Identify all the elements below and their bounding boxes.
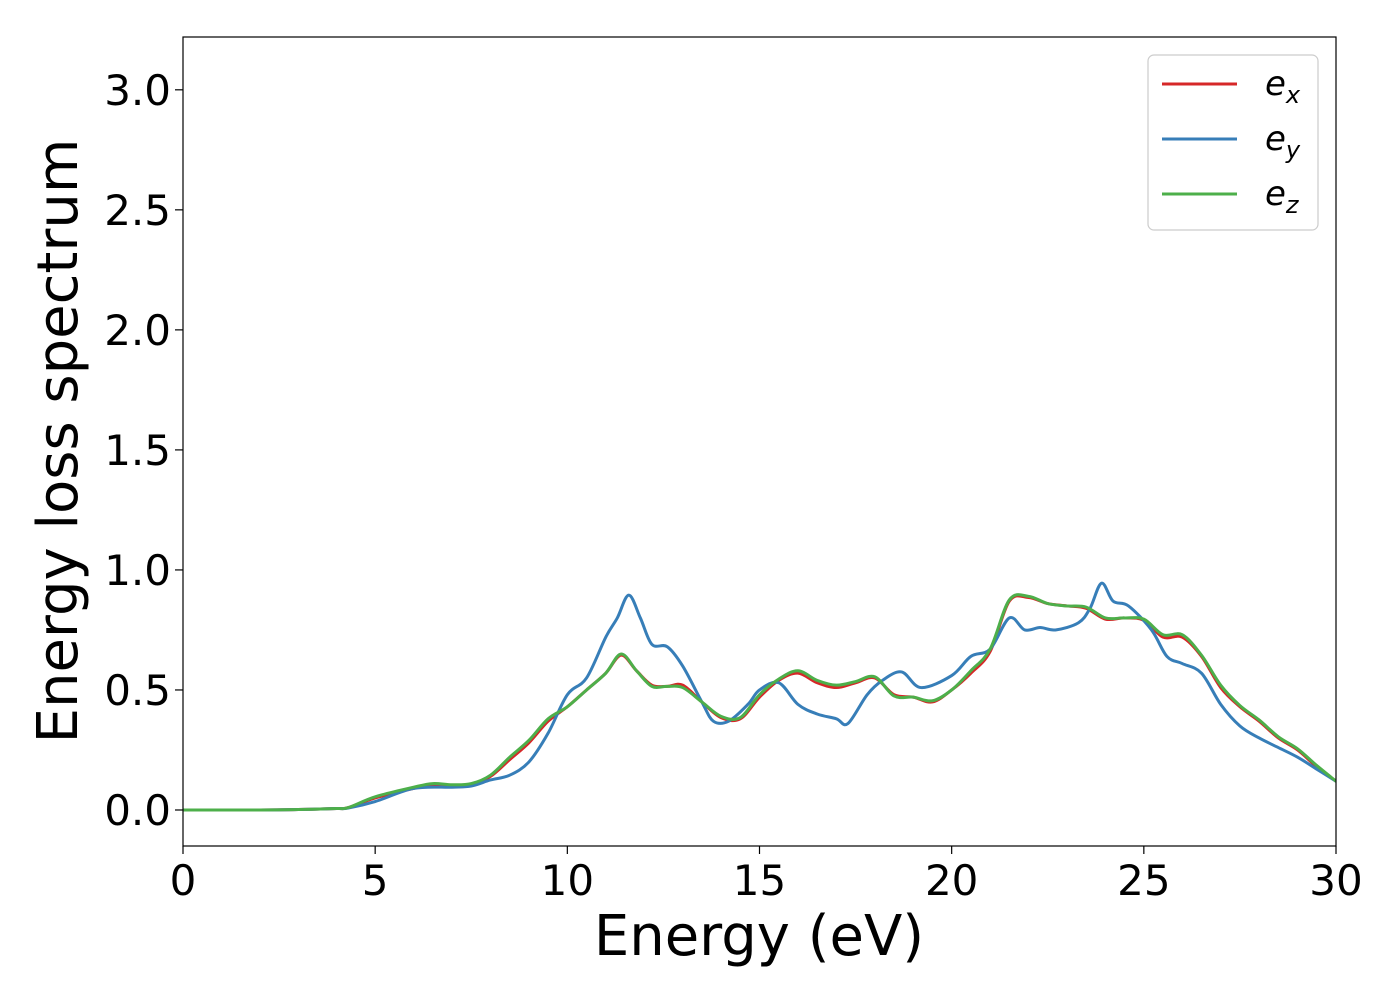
series-layer xyxy=(183,581,1336,812)
y-tick-label: 2.5 xyxy=(104,186,171,235)
y-tick-label: 1.5 xyxy=(104,426,171,475)
legend-label-e-z: ez xyxy=(1265,174,1300,219)
legend: ex ey ez xyxy=(1147,54,1319,231)
y-tick-label: 0.5 xyxy=(104,666,171,715)
x-axis: 0 5 10 15 20 25 30 xyxy=(170,846,1363,905)
series-line-e-y xyxy=(183,581,1336,812)
x-tick-label: 10 xyxy=(541,856,594,905)
y-axis-title: Energy loss spectrum xyxy=(26,139,91,744)
y-tick-label: 0.0 xyxy=(104,786,171,835)
x-tick-label: 0 xyxy=(170,856,197,905)
legend-box xyxy=(1147,54,1319,231)
y-tick-label: 1.0 xyxy=(104,546,171,595)
y-axis: 0.0 0.5 1.0 1.5 2.0 2.5 3.0 xyxy=(104,66,183,835)
series-line-e-z xyxy=(183,593,1336,812)
y-tick-label: 3.0 xyxy=(104,66,171,115)
x-tick-label: 15 xyxy=(733,856,786,905)
x-tick-label: 20 xyxy=(925,856,978,905)
x-axis-title: Energy (eV) xyxy=(594,904,924,969)
x-tick-label: 25 xyxy=(1117,856,1170,905)
x-tick-label: 30 xyxy=(1309,856,1362,905)
y-tick-label: 2.0 xyxy=(104,306,171,355)
x-tick-label: 5 xyxy=(362,856,389,905)
legend-label-e-y: ey xyxy=(1265,119,1301,164)
legend-label-e-x: ex xyxy=(1265,64,1301,109)
